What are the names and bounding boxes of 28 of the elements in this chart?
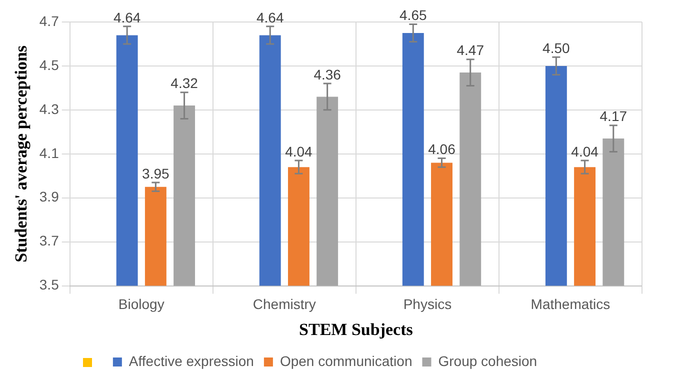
legend-label: Open communication [280,352,412,369]
data-label: 4.32 [170,75,198,92]
y-tick-label: 3.9 [39,188,60,205]
data-label: 4.04 [285,143,313,160]
data-label: 4.64 [113,9,141,26]
data-label: 4.36 [314,66,342,82]
legend-label: Affective expression [128,352,254,369]
x-axis-title: STEM Subjects [299,320,414,340]
y-tick-label: 4.7 [39,12,60,29]
y-tick-label: 4.1 [39,144,60,161]
y-tick-label: 4.3 [39,100,60,117]
data-label: 4.06 [428,141,456,158]
y-axis-title: Students' average perceptions [12,45,31,262]
x-tick-label: Chemistry [252,296,316,312]
data-label: 4.50 [542,40,570,56]
x-tick-label: Mathematics [530,296,610,312]
data-label: 4.47 [456,42,484,58]
x-tick-label: Biology [118,296,164,312]
y-tick-label: 3.7 [39,232,60,249]
y-tick-label: 4.5 [39,56,60,73]
data-label: 3.95 [142,165,170,182]
legend-label: Group cohesion [438,352,538,369]
data-label: 4.64 [256,9,284,26]
data-label: 4.04 [571,143,599,160]
x-tick-label: Physics [403,296,452,312]
data-label: 4.17 [600,108,628,124]
y-tick-label: 3.5 [39,276,60,293]
data-label: 4.65 [400,7,427,24]
